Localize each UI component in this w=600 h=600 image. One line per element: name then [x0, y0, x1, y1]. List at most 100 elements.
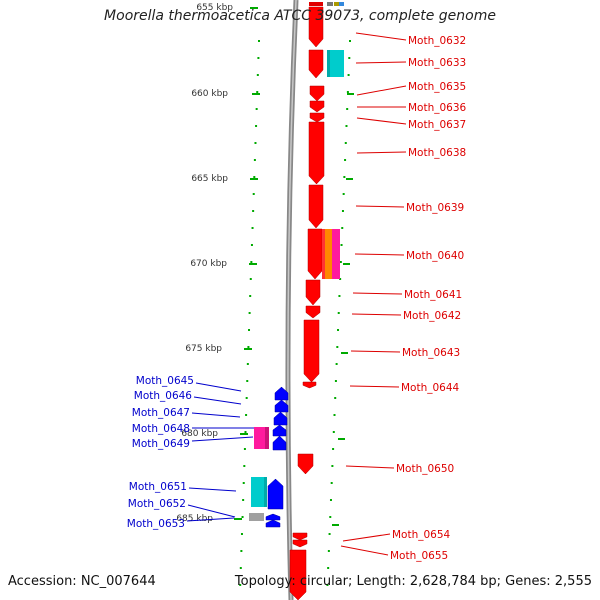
left-tick-dot	[255, 108, 258, 110]
gene-label-leader	[191, 436, 254, 442]
gene-label-left: Moth_0648	[132, 423, 190, 435]
right-tick-dot	[341, 227, 344, 229]
left-tick-dot	[253, 176, 256, 178]
gene-label-leader	[188, 487, 237, 492]
right-tick-dot	[334, 397, 337, 399]
magenta-feature-edge	[265, 427, 269, 449]
forward-gene-arrow	[309, 100, 325, 113]
reverse-gene-arrow	[267, 478, 284, 510]
right-tick-dot	[329, 499, 332, 501]
reverse-gene-arrow	[272, 424, 287, 437]
gene-label-right: Moth_0636	[408, 102, 467, 114]
genome-backbone-highlight	[287, 0, 297, 600]
gene-label-left: Moth_0646	[134, 390, 193, 402]
left-tick-dot	[256, 74, 259, 76]
gene-feature-top	[309, 2, 323, 6]
left-tick-dot	[248, 329, 251, 331]
left-tick-dot	[246, 380, 249, 382]
topology-text: Topology: circular; Length: 2,628,784 bp…	[234, 574, 592, 589]
right-tick-dot	[331, 465, 334, 467]
right-tick-dot	[345, 125, 348, 127]
forward-gene-arrow	[303, 319, 320, 383]
gene-label-leader	[186, 517, 235, 522]
left-tick-dot	[244, 431, 247, 433]
right-tick-dot	[347, 74, 350, 76]
right-tick-dot	[336, 346, 339, 348]
scale-label: 685 kbp	[176, 514, 213, 524]
left-tick-dot	[247, 346, 250, 348]
gene-label-leader	[193, 396, 242, 405]
right-tick-dot	[339, 278, 342, 280]
scale-label: 670 kbp	[190, 259, 227, 269]
forward-gene-block	[322, 229, 327, 279]
right-tick-dot	[346, 91, 349, 93]
forward-gene-arrow	[305, 279, 321, 306]
gene-label-leader	[351, 313, 402, 316]
reverse-gene-arrow	[274, 399, 289, 413]
scale-label: 665 kbp	[191, 174, 228, 184]
right-tick-dot	[346, 108, 349, 110]
gene-label-right: Moth_0655	[390, 550, 448, 562]
forward-gene-arrow	[292, 539, 308, 548]
left-tick-dot	[239, 567, 242, 569]
left-tick-dot	[257, 57, 260, 59]
left-tick-dot	[251, 227, 254, 229]
gene-label-right: Moth_0639	[406, 202, 464, 214]
right-tick-dot	[342, 193, 345, 195]
cyan-feature-edge	[264, 477, 267, 507]
right-tick-dot	[348, 57, 351, 59]
gene-label-left: Moth_0651	[129, 481, 187, 493]
right-tick-dot	[344, 159, 347, 161]
scale-label: 660 kbp	[191, 89, 228, 99]
gene-label-leader	[356, 151, 407, 154]
forward-gene-arrow	[289, 549, 307, 600]
left-tick-dot	[243, 448, 246, 450]
cyan-feature	[329, 50, 344, 77]
gene-label-left: Moth_0652	[128, 498, 186, 510]
left-tick-dot	[249, 295, 252, 297]
reverse-gene-arrow	[265, 519, 281, 528]
gene-label-right: Moth_0641	[404, 289, 462, 301]
left-tick-dot	[245, 414, 248, 416]
gene-label-right: Moth_0637	[408, 119, 466, 131]
left-tick-dot	[240, 533, 243, 535]
right-tick-dot	[327, 550, 330, 552]
gene-label-right: Moth_0640	[406, 250, 464, 262]
left-tick-dot	[249, 278, 252, 280]
gene-label-leader	[349, 385, 400, 388]
left-tick-dot	[250, 261, 253, 263]
right-tick-dot	[332, 431, 335, 433]
scale-label: 655 kbp	[196, 3, 233, 13]
left-tick-dot	[246, 363, 249, 365]
gene-label-leader	[187, 504, 236, 518]
forward-gene-arrow	[305, 305, 321, 319]
right-tick-dot	[332, 448, 335, 450]
grey-feature	[249, 513, 264, 521]
gene-label-right: Moth_0638	[408, 147, 466, 159]
gene-label-leader	[345, 465, 395, 469]
left-tick-dot	[240, 550, 243, 552]
left-tick-dot	[250, 244, 253, 246]
gene-label-leader	[355, 205, 405, 208]
magenta-feature	[254, 427, 267, 449]
gene-feature-top	[334, 2, 339, 6]
gene-label-right: Moth_0644	[401, 382, 460, 394]
gene-label-leader	[352, 292, 403, 295]
gene-label-right: Moth_0635	[408, 81, 466, 93]
gene-label-leader	[356, 117, 407, 125]
right-tick-dot	[344, 142, 347, 144]
gene-label-left: Moth_0649	[132, 438, 190, 450]
forward-gene-arrow	[308, 121, 325, 185]
gene-label-left: Moth_0647	[132, 407, 190, 419]
gene-label-leader	[354, 253, 405, 256]
cyan-feature-edge	[327, 50, 330, 77]
forward-gene-arrow	[302, 381, 317, 389]
scale-label: 675 kbp	[185, 344, 222, 354]
gene-feature-top	[327, 2, 333, 6]
right-tick-dot	[337, 329, 340, 331]
forward-gene-arrow	[292, 532, 308, 541]
reverse-gene-arrow	[273, 411, 288, 426]
left-tick-dot	[243, 465, 246, 467]
gene-label-leader	[340, 545, 389, 556]
